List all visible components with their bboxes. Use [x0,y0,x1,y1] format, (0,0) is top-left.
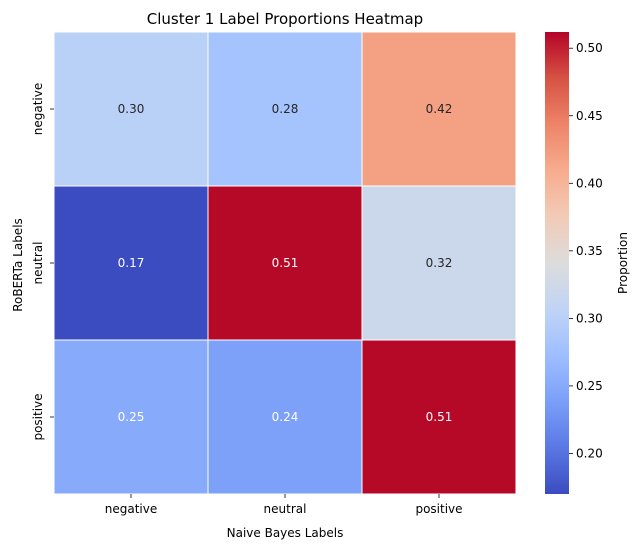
chart-title: Cluster 1 Label Proportions Heatmap [147,10,423,28]
heatmap-cell-neutral-negative [53,185,209,341]
heatmap-cell-positive-negative [53,339,209,495]
colorbar-tick-label: 0.25 [576,379,603,393]
y-tick-label-positive: positive [31,393,45,440]
x-tick-label-neutral: neutral [264,502,307,516]
colorbar-tick-label: 0.50 [576,41,603,55]
x-tick-label-negative: negative [105,502,157,516]
cell-value-label: 0.28 [272,102,299,116]
y-tick-label-neutral: neutral [31,242,45,285]
heatmap-cell-negative-positive [361,31,517,187]
cell-value-label: 0.51 [272,256,299,270]
y-axis: negative neutral positive [31,83,54,441]
heatmap-cell-negative-neutral [207,31,363,187]
colorbar: 0.20 0.25 0.30 0.35 0.40 0.45 0.50 [545,32,603,494]
cell-value-label: 0.42 [426,102,453,116]
x-axis: negative neutral positive [105,494,463,516]
x-axis-label: Naive Bayes Labels [227,526,344,540]
colorbar-tick-label: 0.20 [576,446,603,460]
y-tick-label-negative: negative [31,83,45,135]
colorbar-label: Proportion [616,232,630,294]
colorbar-tick-label: 0.45 [576,109,603,123]
cell-value-label: 0.32 [426,256,453,270]
colorbar-tick-label: 0.40 [576,176,603,190]
y-axis-label: RoBERTa Labels [11,218,25,312]
colorbar-gradient [545,32,569,494]
x-tick-label-positive: positive [415,502,462,516]
heatmap-cell-neutral-neutral [207,185,363,341]
colorbar-tick-label: 0.30 [576,311,603,325]
cell-value-label: 0.51 [426,410,453,424]
cell-value-label: 0.17 [118,256,145,270]
cell-value-label: 0.24 [272,410,299,424]
heatmap-cell-negative-negative [53,31,209,187]
heatmap-cell-neutral-positive [361,185,517,341]
heatmap-cell-positive-neutral [207,339,363,495]
colorbar-tick-label: 0.35 [576,244,603,258]
cell-value-label: 0.30 [118,102,145,116]
cell-value-label: 0.25 [118,410,145,424]
heatmap-cells: 0.30 0.28 0.42 0.17 0.51 0.32 0.25 0.24 0.51 [53,31,517,495]
